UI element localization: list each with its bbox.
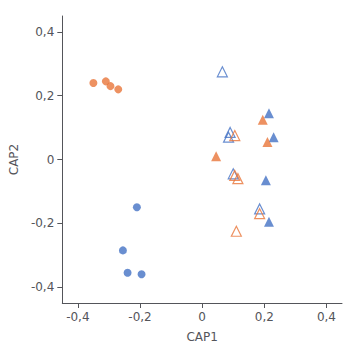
svg-text:0: 0	[198, 310, 206, 324]
svg-text:0,4: 0,4	[317, 310, 336, 324]
svg-text:0,2: 0,2	[35, 89, 54, 103]
svg-text:-0,2: -0,2	[128, 310, 151, 324]
svg-text:0: 0	[47, 153, 55, 167]
svg-text:-0,4: -0,4	[66, 310, 89, 324]
svg-text:-0,4: -0,4	[31, 280, 54, 294]
svg-text:-0,2: -0,2	[31, 216, 54, 230]
svg-text:0,4: 0,4	[35, 25, 54, 39]
svg-text:CAP2: CAP2	[7, 144, 21, 175]
svg-text:0,2: 0,2	[255, 310, 274, 324]
svg-text:CAP1: CAP1	[186, 330, 217, 344]
